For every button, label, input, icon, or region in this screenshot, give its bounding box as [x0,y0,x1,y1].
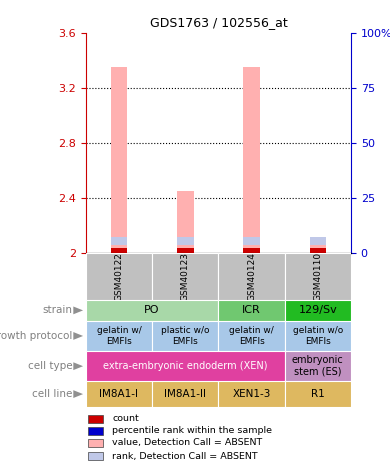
Text: IM8A1-I: IM8A1-I [99,389,138,399]
Bar [218,300,285,321]
Text: count: count [112,414,139,423]
Text: gelatin w/
EMFIs: gelatin w/ EMFIs [97,326,141,345]
Bar [177,237,193,245]
Polygon shape [73,332,83,340]
Text: XEN1-3: XEN1-3 [232,389,271,399]
Bar [86,300,218,321]
Bar [86,351,285,381]
Bar [285,381,351,407]
Text: embryonic
stem (ES): embryonic stem (ES) [292,355,344,377]
Text: GSM40122: GSM40122 [114,252,124,301]
Bar [89,452,103,460]
Text: IM8A1-II: IM8A1-II [164,389,206,399]
Polygon shape [73,390,83,398]
Bar [152,253,218,300]
Bar [285,351,351,381]
Bar [218,381,285,407]
Text: PO: PO [144,306,160,315]
Bar [243,67,260,253]
Bar [310,239,326,253]
Polygon shape [73,306,83,314]
Title: GDS1763 / 102556_at: GDS1763 / 102556_at [149,16,287,29]
Polygon shape [73,362,83,370]
Text: GSM40123: GSM40123 [181,252,190,301]
Bar [310,237,326,245]
Bar [152,381,218,407]
Bar [86,381,152,407]
Text: extra-embryonic endoderm (XEN): extra-embryonic endoderm (XEN) [103,361,268,371]
Text: gelatin w/o
EMFIs: gelatin w/o EMFIs [293,326,343,345]
Bar [285,253,351,300]
Bar [89,426,103,435]
Bar [86,253,152,300]
Text: 129/Sv: 129/Sv [298,306,337,315]
Text: rank, Detection Call = ABSENT: rank, Detection Call = ABSENT [112,452,258,461]
Bar [89,439,103,447]
Text: strain: strain [42,306,72,315]
Bar [177,191,193,253]
Bar [218,321,285,351]
Bar [86,321,152,351]
Bar [177,248,193,253]
Text: cell type: cell type [28,361,72,371]
Text: value, Detection Call = ABSENT: value, Detection Call = ABSENT [112,438,262,447]
Bar [152,321,218,351]
Bar [243,237,260,245]
Bar [285,300,351,321]
Text: gelatin w/
EMFIs: gelatin w/ EMFIs [229,326,274,345]
Bar [89,415,103,423]
Bar [310,248,326,253]
Text: plastic w/o
EMFIs: plastic w/o EMFIs [161,326,209,345]
Bar [111,237,127,245]
Text: GSM40124: GSM40124 [247,252,256,301]
Bar [218,253,285,300]
Bar [285,321,351,351]
Bar [243,248,260,253]
Text: R1: R1 [311,389,325,399]
Bar [111,67,127,253]
Text: GSM40110: GSM40110 [313,252,323,301]
Text: growth protocol: growth protocol [0,331,72,341]
Text: cell line: cell line [32,389,72,399]
Text: ICR: ICR [242,306,261,315]
Text: percentile rank within the sample: percentile rank within the sample [112,426,272,435]
Bar [111,248,127,253]
